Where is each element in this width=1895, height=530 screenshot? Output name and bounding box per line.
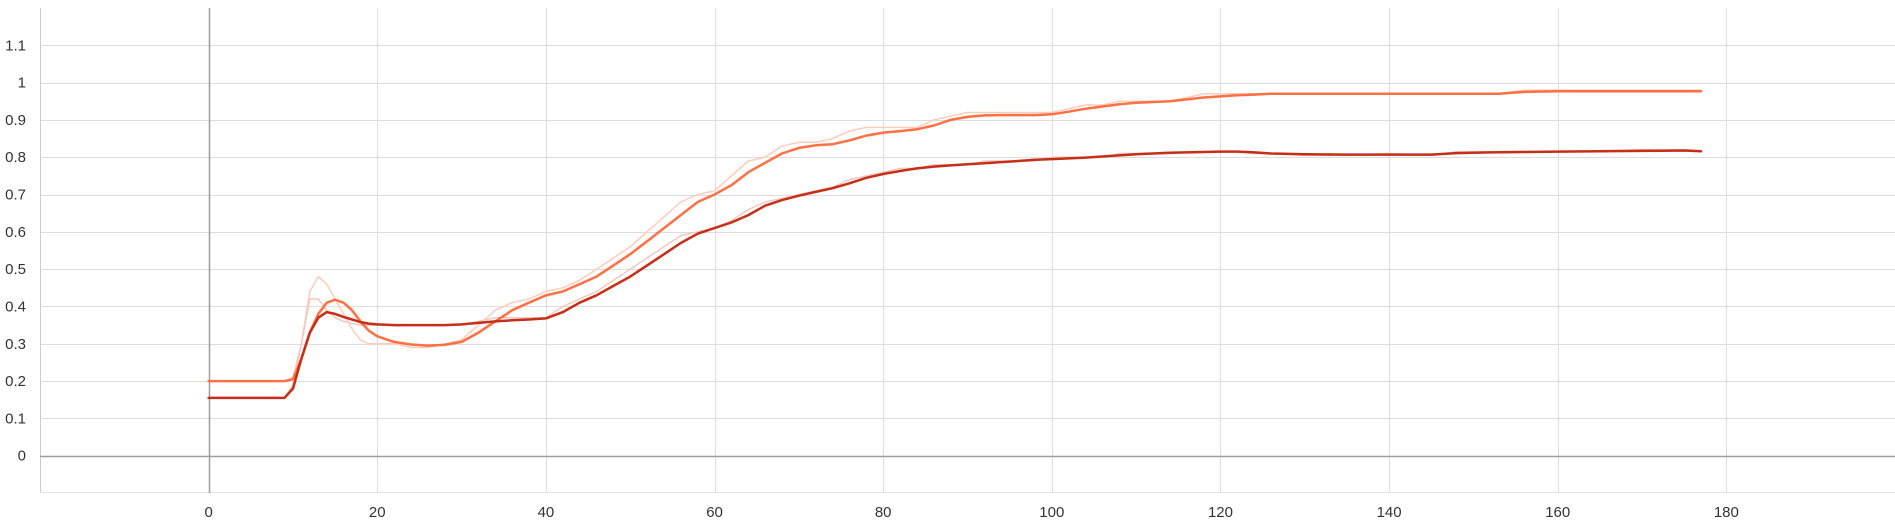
y-tick-label: 0.5 <box>5 261 26 278</box>
y-tick-label: 1 <box>18 75 26 92</box>
series-1-line <box>207 89 1703 383</box>
x-tick-label: 180 <box>1714 504 1739 521</box>
x-tick-label: 140 <box>1377 504 1402 521</box>
y-tick-label: 1.1 <box>5 37 26 54</box>
y-tick-label: 0.6 <box>5 224 26 241</box>
x-tick-label: 160 <box>1545 504 1570 521</box>
x-tick-label: 80 <box>875 504 892 521</box>
y-tick-label: 0 <box>18 448 26 465</box>
y-tick-label: 0.8 <box>5 149 26 166</box>
x-tick-label: 40 <box>538 504 555 521</box>
y-axis-tick-labels: 0 0.1 0.2 0.3 0.4 0.5 0.6 0.7 0.8 0.9 1 1.1 <box>5 37 26 464</box>
y-tick-label: 0.3 <box>5 336 26 353</box>
x-axis-tick-labels: 0 20 40 60 80 100 120 140 160 180 <box>204 504 1738 521</box>
grid <box>40 8 1895 493</box>
y-tick-label: 0.1 <box>5 410 26 427</box>
series-group <box>207 89 1703 400</box>
y-tick-label: 0.7 <box>5 187 26 204</box>
y-tick-label: 0.4 <box>5 298 26 315</box>
y-tick-label: 0.9 <box>5 112 26 129</box>
y-tick-label: 0.2 <box>5 373 26 390</box>
series-1-raw-line <box>208 89 1702 382</box>
x-tick-label: 0 <box>204 504 212 521</box>
x-tick-label: 100 <box>1039 504 1064 521</box>
x-tick-label: 20 <box>369 504 386 521</box>
series-2-line <box>207 149 1703 400</box>
x-tick-label: 120 <box>1208 504 1233 521</box>
x-tick-label: 60 <box>706 504 723 521</box>
series-2-raw-line <box>208 149 1702 399</box>
axes <box>40 8 1895 493</box>
